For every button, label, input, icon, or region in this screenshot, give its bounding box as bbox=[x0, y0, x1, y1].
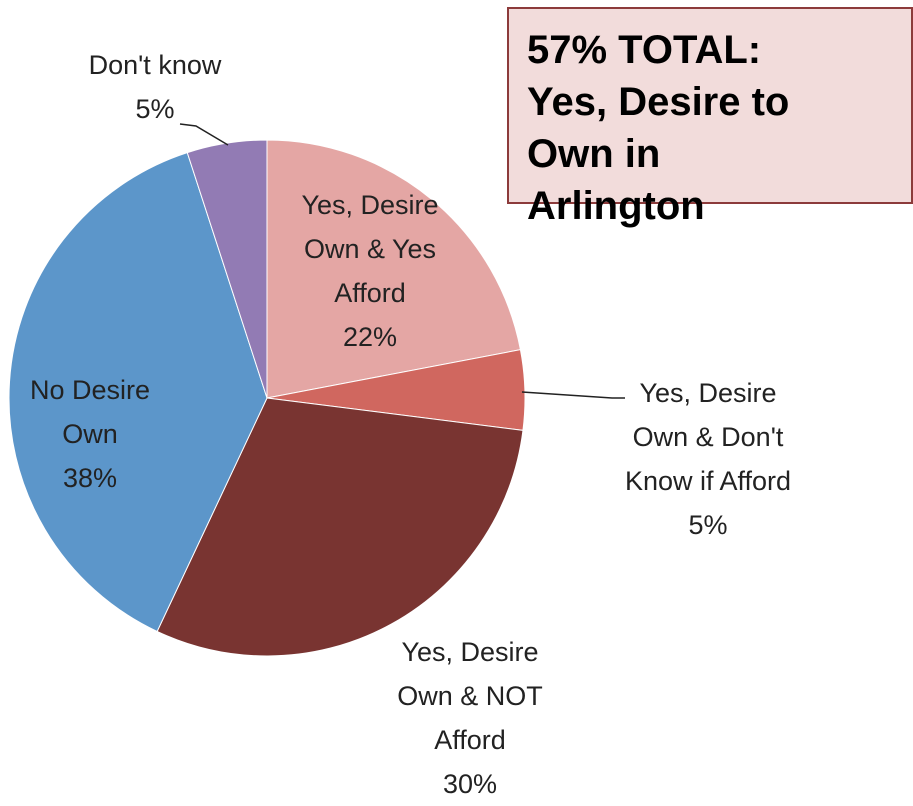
leader-line bbox=[521, 391, 625, 399]
pie-slice bbox=[186, 139, 268, 399]
value-label: 5% bbox=[135, 94, 175, 124]
category-label: Yes, Desire Own & Yes Afford bbox=[301, 190, 439, 308]
annotation-box bbox=[507, 7, 913, 204]
pie-slice bbox=[266, 139, 522, 399]
value-label: 5% bbox=[688, 510, 728, 540]
value-label: 22% bbox=[342, 322, 398, 352]
value-label: 38% bbox=[62, 463, 118, 493]
value-label: 30% bbox=[442, 769, 498, 799]
category-label: Don't know bbox=[88, 50, 222, 80]
category-label: Yes, Desire Own & Don't Know if Afford bbox=[624, 378, 792, 496]
category-label: No Desire Own bbox=[29, 375, 151, 449]
slice-label: Don't know 5% bbox=[45, 43, 265, 131]
leader-line bbox=[179, 123, 229, 146]
slice-label: Yes, Desire Own & Yes Afford 22% bbox=[280, 183, 460, 359]
category-label: Yes, Desire Own & NOT Afford bbox=[397, 637, 543, 755]
annotation: 57% TOTAL: Yes, Desire to Own in Arlingt… bbox=[527, 28, 790, 228]
slice-label: No Desire Own 38% bbox=[5, 368, 175, 500]
slice-label: Yes, Desire Own & NOT Afford 30% bbox=[375, 630, 565, 806]
pie-slice bbox=[156, 397, 524, 657]
slice-label: Yes, Desire Own & Don't Know if Afford 5% bbox=[613, 371, 803, 547]
pie-slice bbox=[8, 151, 268, 633]
